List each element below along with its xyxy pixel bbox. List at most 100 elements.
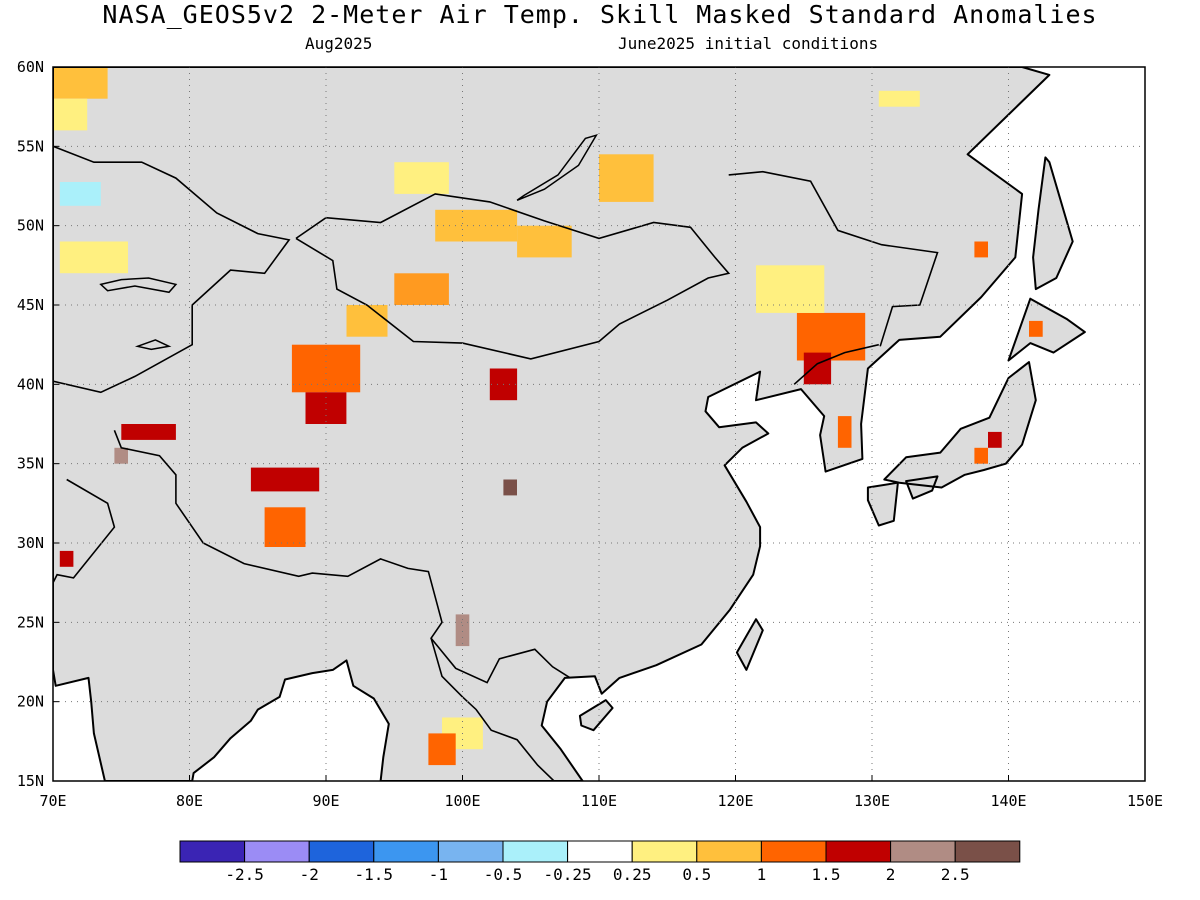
anomaly-cell [988,431,1002,448]
lon-tick-label: 80E [176,792,203,810]
colorbar-swatch [954,840,1021,863]
valid-month-label: Aug2025 [305,34,373,53]
anomaly-cell [53,98,88,131]
lon-tick-label: 70E [39,792,66,810]
colorbar-swatch [631,840,698,863]
init-conditions-label: June2025 initial conditions [618,34,879,53]
himalaya-border [113,430,571,684]
lat-tick-label: 35N [17,455,44,473]
japan-honshu-coastline [883,361,1037,489]
colorbar-swatch [179,840,246,863]
anomaly-cell [59,182,101,206]
colorbar-label: 1.5 [812,865,841,884]
anomaly-cell [803,352,832,385]
shikoku-coastline [905,475,939,500]
land-mask [53,67,1050,781]
taiwan-coastline [735,618,764,671]
anomaly-cell [264,507,306,547]
anomaly-cell [974,447,988,464]
anomaly-cell [394,273,449,305]
figure-title: NASA_GEOS5v2 2-Meter Air Temp. Skill Mas… [102,0,1098,29]
kyushu-coastline [866,481,899,527]
colorbar-label: -2.5 [225,865,264,884]
lat-tick-label: 55N [17,137,44,155]
baikal-lake [516,133,598,201]
korea-border [793,343,879,385]
lat-tick-label: 25N [17,613,44,631]
colorbar-label: -0.5 [484,865,523,884]
anomaly-cell [291,344,361,393]
anomaly-cell [878,90,920,107]
colorbar-label: 1 [757,865,767,884]
anomaly-cell [114,447,128,464]
colorbar-label: 2 [886,865,896,884]
hainan-land [579,700,613,731]
lon-tick-label: 150E [1127,792,1163,810]
lat-tick-label: 50N [17,217,44,235]
hainan-coastline [578,699,614,732]
colorbar-swatch [502,840,569,863]
anomaly-cell [503,479,517,496]
kazakhstan-border [53,145,291,394]
axis-ticks: 70E 80E 90E 100E 110E 120E 130E 140E 150E 60N 55N 5… [17,58,1163,810]
colorbar-swatch [760,840,827,863]
sakhalin-land [1033,157,1073,290]
issyk-kul-lake [134,339,172,351]
colorbar-label: -0.25 [544,865,592,884]
anomaly-cell [394,162,449,194]
colorbar-swatch [437,840,504,863]
lon-tick-label: 130E [854,792,890,810]
lon-tick-label: 90E [312,792,339,810]
colorbar-label: -1.5 [355,865,394,884]
india-border [53,478,116,584]
colorbar-swatch [890,840,956,863]
japan-hokkaido-coastline [1007,297,1086,362]
sakhalin-coastline [1032,156,1074,291]
amur-border [728,170,939,347]
anomaly-cell [517,225,572,258]
anomaly-cell [435,209,518,242]
anomaly-cell [756,265,825,313]
taiwan-land [736,619,763,670]
lon-tick-label: 120E [717,792,753,810]
anomaly-cell [59,550,74,567]
anomaly-cell [796,312,866,361]
mongolia-border [295,193,731,360]
colorbar: -2.5 -2 -1.5 -1 -0.5 -0.25 0.25 0.5 1 1.5 2 2.5 [179,840,1021,884]
anomaly-cell [59,241,128,274]
shikoku-land [906,476,938,499]
lat-tick-label: 15N [17,772,44,790]
coastline-layer [53,67,1086,781]
colorbar-label: 0.5 [682,865,711,884]
colorbar-label: -1 [429,865,448,884]
colorbar-label: -2 [300,865,319,884]
japan-honshu-land [884,362,1036,488]
lat-tick-label: 60N [17,58,44,76]
anomaly-cell [121,424,176,440]
balkhash-lake [99,277,178,294]
lat-tick-label: 45N [17,296,44,314]
colorbar-swatch [696,840,762,863]
colorbar-swatch [825,840,892,863]
anomaly-cell [974,241,988,258]
lat-tick-label: 20N [17,693,44,711]
lat-tick-label: 30N [17,534,44,552]
colorbar-label: 0.25 [613,865,652,884]
colorbar-swatch [567,840,633,863]
anomaly-cell [428,733,456,766]
colorbar-swatch [308,840,375,863]
lon-tick-label: 100E [444,792,480,810]
anomaly-cell [599,154,654,202]
anomaly-cell [837,416,852,448]
land-mask-layer [53,67,1085,781]
colorbar-swatch [373,840,439,863]
kyushu-land [867,482,898,526]
anomaly-cell [53,67,108,99]
anomaly-cell [1029,320,1043,337]
indochina-border [430,637,555,781]
colorbar-label: 2.5 [941,865,970,884]
anomaly-cells-layer [53,67,1043,766]
anomaly-cell [250,467,320,492]
